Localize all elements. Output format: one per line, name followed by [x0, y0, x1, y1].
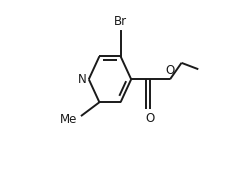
Text: O: O: [166, 64, 175, 77]
Text: N: N: [78, 73, 87, 86]
Text: O: O: [145, 112, 154, 125]
Text: Me: Me: [60, 112, 77, 125]
Text: Br: Br: [114, 15, 127, 28]
